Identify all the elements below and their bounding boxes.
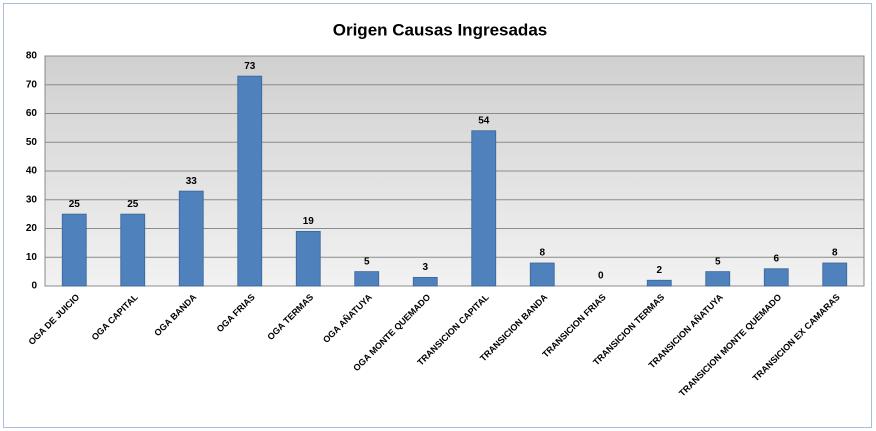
data-label: 2 xyxy=(656,265,662,276)
y-tick-label: 50 xyxy=(26,137,38,148)
y-tick-label: 20 xyxy=(26,223,38,234)
bar xyxy=(529,262,555,287)
bar xyxy=(295,230,321,287)
data-label: 8 xyxy=(539,248,545,259)
data-label: 54 xyxy=(478,115,490,126)
y-tick-label: 0 xyxy=(31,281,37,292)
data-label: 25 xyxy=(127,199,139,210)
data-label: 6 xyxy=(773,253,779,264)
y-tick-label: 60 xyxy=(26,108,38,119)
bar xyxy=(61,213,87,287)
bar xyxy=(237,75,263,287)
bar xyxy=(646,279,672,287)
data-label: 8 xyxy=(832,248,838,259)
bar xyxy=(822,262,848,287)
bar xyxy=(354,271,380,287)
data-label: 19 xyxy=(303,216,315,227)
data-label: 5 xyxy=(715,256,721,267)
data-label: 33 xyxy=(186,176,198,187)
bar xyxy=(178,190,204,287)
data-label: 73 xyxy=(244,61,256,72)
chart-title: Origen Causas Ingresadas xyxy=(333,20,547,39)
data-label: 3 xyxy=(422,262,428,273)
y-tick-label: 10 xyxy=(26,252,38,263)
y-tick-label: 80 xyxy=(26,51,38,62)
data-label: 25 xyxy=(69,199,81,210)
y-tick-label: 40 xyxy=(26,166,38,177)
data-label: 5 xyxy=(364,256,370,267)
data-label: 0 xyxy=(598,271,604,282)
bar xyxy=(471,130,497,287)
bar xyxy=(412,276,438,287)
bar xyxy=(763,268,789,287)
y-tick-label: 70 xyxy=(26,79,38,90)
bar xyxy=(120,213,146,287)
bar xyxy=(705,271,731,287)
y-tick-label: 30 xyxy=(26,194,38,205)
